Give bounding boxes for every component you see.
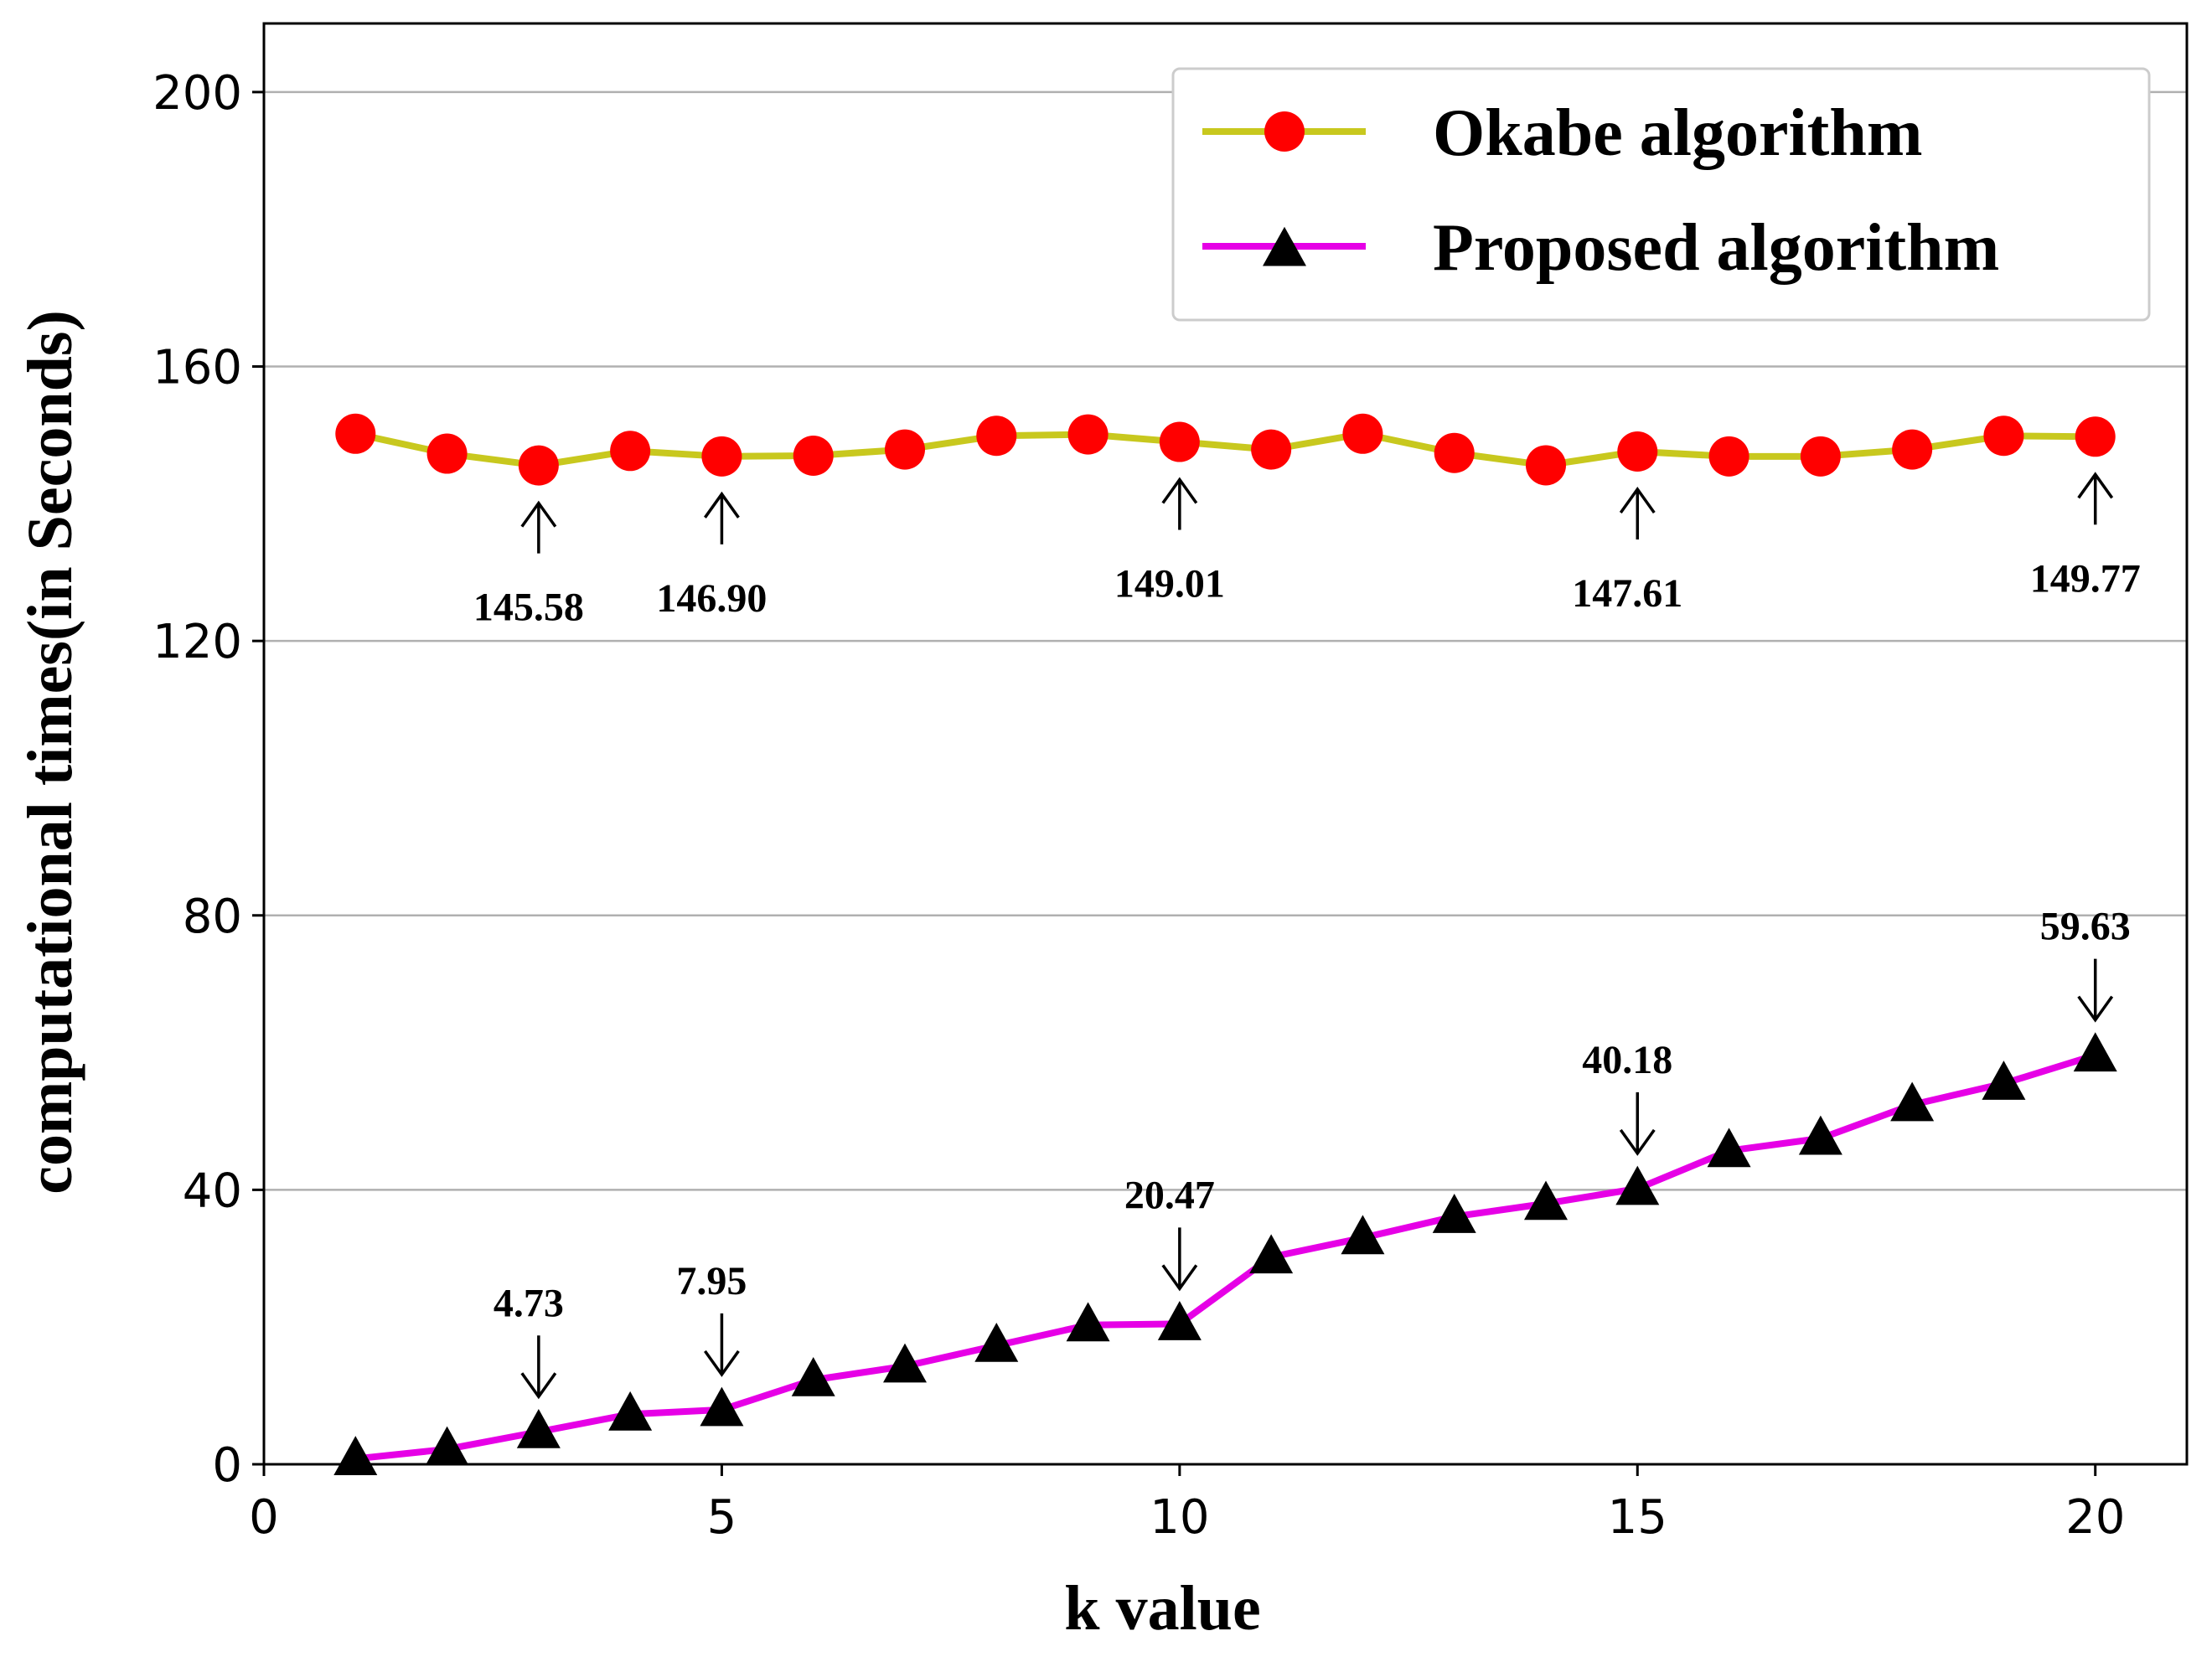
data-point-triangle <box>1432 1194 1476 1233</box>
annotation-label: 146.90 <box>656 576 767 621</box>
data-point-circle <box>1800 436 1841 477</box>
annotation-arrowhead <box>2077 995 2114 1023</box>
data-point-triangle <box>883 1343 927 1383</box>
annotation-arrowhead <box>520 1372 557 1400</box>
y-tick-label: 80 <box>183 890 242 944</box>
data-point-circle <box>1892 429 1933 470</box>
data-point-circle <box>976 415 1017 457</box>
data-point-triangle <box>700 1386 744 1427</box>
annotation-label: 147.61 <box>1572 571 1682 616</box>
annotation-label: 149.77 <box>2030 556 2141 601</box>
y-tick-label: 0 <box>212 1438 242 1493</box>
y-tick-label: 40 <box>183 1164 242 1218</box>
annotation-arrowhead <box>704 491 740 519</box>
data-point-circle <box>1159 421 1200 462</box>
plot-frame <box>262 22 2189 1466</box>
annotation-arrowhead <box>1161 1264 1198 1292</box>
data-point-triangle <box>791 1356 835 1396</box>
annotation-arrowhead <box>1619 486 1656 514</box>
legend: Okabe algorithm Proposed algorithm <box>1171 67 2151 322</box>
data-point-triangle <box>425 1426 469 1466</box>
data-point-triangle <box>1707 1128 1751 1168</box>
y-tick-label: 120 <box>152 615 242 669</box>
data-point-circle <box>701 436 742 477</box>
annotations: 145.58 146.90 149.01 147.61 149.77 4.73 7.95 20… <box>473 472 2141 1400</box>
data-point-circle <box>1617 431 1658 472</box>
y-tick-label: 200 <box>152 66 242 121</box>
y-tick-label: 160 <box>152 341 242 395</box>
data-point-circle <box>1526 445 1566 486</box>
data-point-triangle <box>1249 1234 1294 1274</box>
legend-label: Okabe algorithm <box>1433 96 1922 170</box>
data-point-circle <box>610 431 651 472</box>
data-point-triangle <box>1798 1115 1842 1155</box>
data-point-circle <box>885 429 925 470</box>
data-point-circle <box>1434 432 1475 473</box>
x-tick-label: 5 <box>707 1490 737 1545</box>
annotation-label: 7.95 <box>676 1259 747 1303</box>
annotation-label: 145.58 <box>473 586 584 630</box>
annotation-arrowhead <box>520 500 557 528</box>
data-point-circle <box>1264 111 1305 152</box>
data-point-triangle <box>516 1408 561 1448</box>
data-point-triangle <box>608 1391 653 1431</box>
data-point-circle <box>335 413 376 454</box>
x-tick-label: 15 <box>1608 1490 1667 1545</box>
annotation-arrowhead <box>1619 1128 1656 1156</box>
legend-entry: Okabe algorithm <box>1202 96 1922 170</box>
series-line-2 <box>354 1051 2096 1463</box>
annotation-arrowhead <box>2077 472 2114 499</box>
data-point-circle <box>1067 414 1109 455</box>
data-point-circle <box>1251 429 1292 470</box>
axes: 0 40 80 120 160 200 0 5 10 15 20 <box>152 22 2189 1545</box>
series-lines <box>354 430 2096 1463</box>
data-point-triangle <box>1890 1081 1935 1122</box>
y-axis-title: computational times(in Seconds) <box>15 310 85 1195</box>
data-point-triangle <box>1263 226 1306 266</box>
annotation-label: 59.63 <box>2040 905 2131 949</box>
data-point-circle <box>1708 436 1749 477</box>
data-point-triangle <box>1982 1061 2026 1100</box>
data-point-triangle <box>1615 1165 1660 1205</box>
data-point-triangle <box>1524 1180 1568 1221</box>
data-point-triangle <box>333 1436 378 1475</box>
annotation-label: 40.18 <box>1582 1038 1672 1082</box>
data-point-circle <box>1983 415 2024 457</box>
annotation-arrowhead <box>1161 477 1198 504</box>
data-point-triangle <box>2073 1032 2117 1072</box>
data-point-circle <box>426 433 468 474</box>
data-point-circle <box>793 436 834 476</box>
data-point-circle <box>518 445 559 486</box>
data-point-triangle <box>974 1323 1019 1362</box>
annotation-arrowhead <box>704 1350 740 1377</box>
data-point-triangle <box>1157 1301 1202 1340</box>
data-point-triangle <box>1341 1215 1385 1255</box>
legend-entry: Proposed algorithm <box>1202 211 1999 285</box>
series-markers <box>333 413 2117 1475</box>
x-axis-title: k value <box>1064 1573 1260 1644</box>
legend-box <box>1171 67 2151 322</box>
data-point-circle <box>1342 413 1383 454</box>
x-tick-label: 0 <box>249 1490 279 1545</box>
data-point-circle <box>2075 416 2116 457</box>
legend-label: Proposed algorithm <box>1433 211 1999 285</box>
x-tick-label: 10 <box>1150 1490 1209 1545</box>
x-tick-label: 20 <box>2065 1490 2125 1545</box>
annotation-label: 20.47 <box>1124 1173 1215 1217</box>
data-point-triangle <box>1066 1302 1110 1342</box>
annotation-label: 149.01 <box>1114 562 1225 606</box>
annotation-label: 4.73 <box>494 1281 564 1325</box>
